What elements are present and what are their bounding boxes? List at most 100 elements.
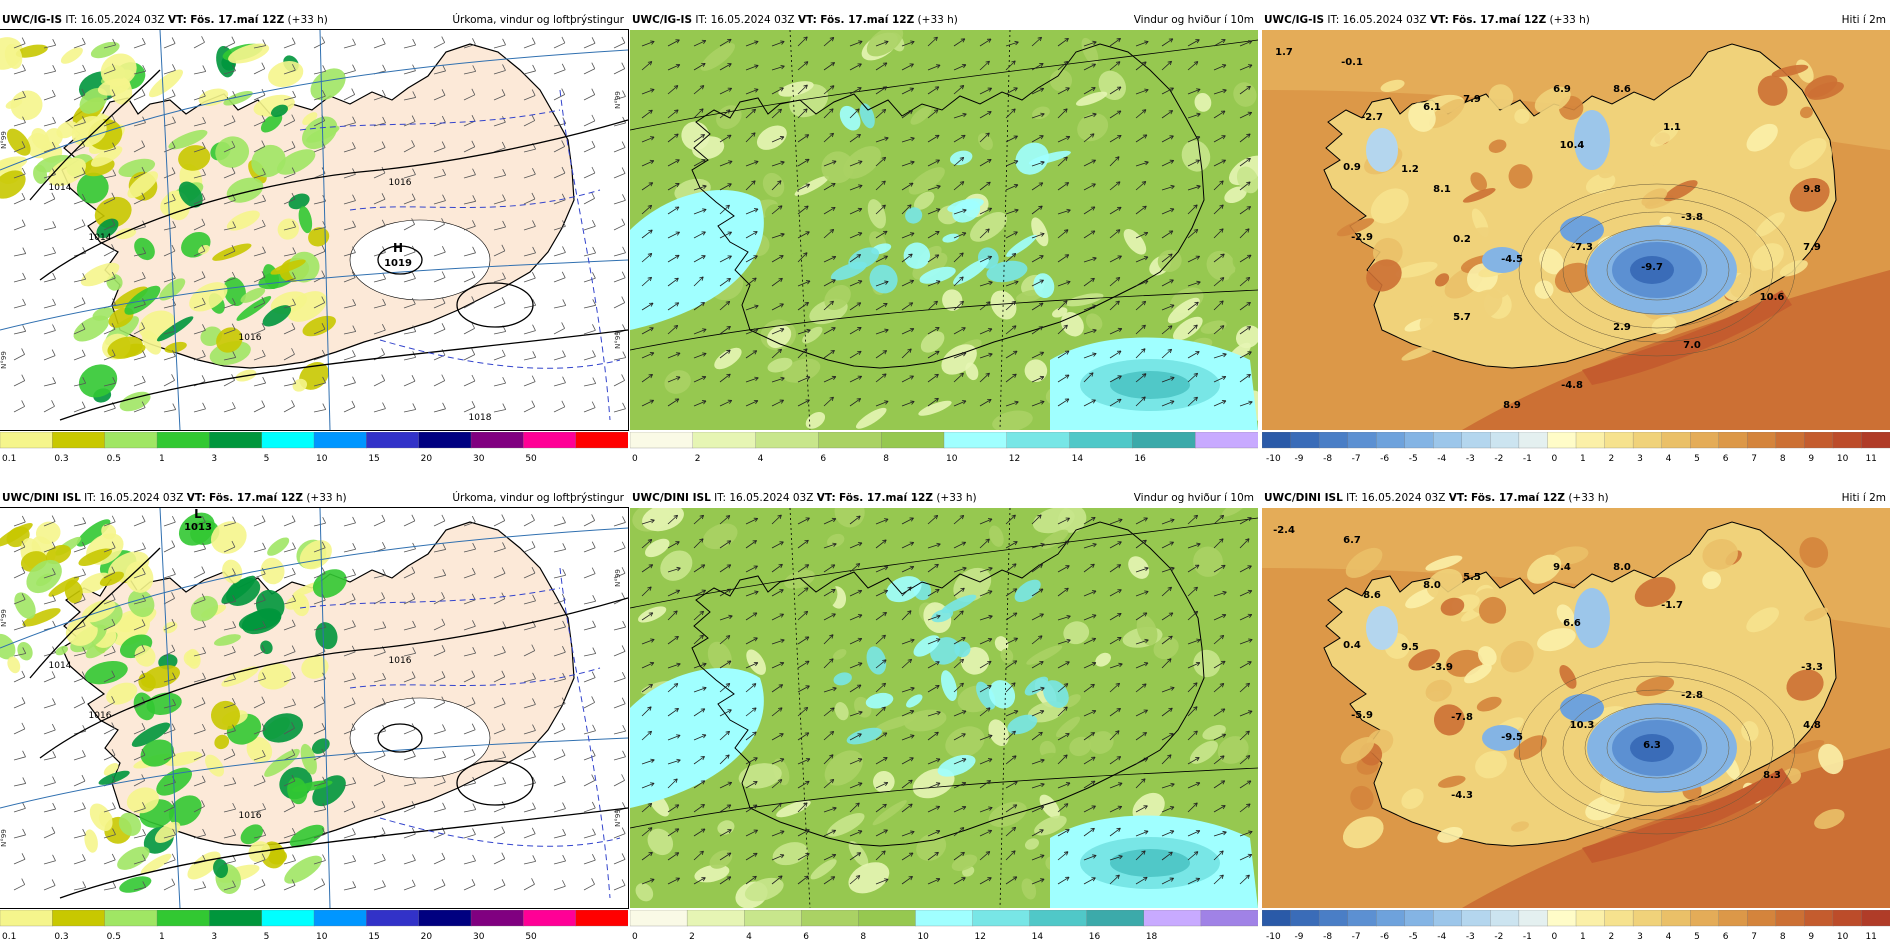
scale-tick-label: -5 xyxy=(1409,932,1418,942)
lat-lon-grid xyxy=(630,508,1258,908)
scale-tick-label: 50 xyxy=(525,932,537,942)
scale-tick-label: 0.5 xyxy=(107,454,121,464)
panel-title: Vindur og hviður í 10m xyxy=(1133,492,1254,504)
isobar-label: 1014 xyxy=(49,661,72,671)
panel-title: Úrkoma, vindur og loftþrýstingur xyxy=(452,14,624,26)
isotherms xyxy=(1518,661,1796,835)
temperature-value: 10.3 xyxy=(1570,720,1595,731)
scale-tick-label: 6 xyxy=(1723,932,1729,942)
panel-top-temp: UWC/IG-IS IT: 16.05.2024 03Z VT: Fös. 17… xyxy=(1262,10,1890,472)
panel-header: UWC/IG-IS IT: 16.05.2024 03Z VT: Fös. 17… xyxy=(632,10,1256,28)
scale-tick-label: 6 xyxy=(820,454,826,464)
scale-swatch xyxy=(418,432,472,449)
scale-tick-label: -1 xyxy=(1523,932,1532,942)
temperature-value: 0.2 xyxy=(1453,234,1471,245)
temperature-value: 9.8 xyxy=(1803,184,1821,195)
isobar-label: 1016 xyxy=(89,711,112,721)
scale-swatch xyxy=(692,432,757,449)
map-view[interactable] xyxy=(630,508,1258,908)
scale-swatch xyxy=(1547,432,1577,449)
scale-tick-label: 30 xyxy=(473,454,485,464)
scale-swatch xyxy=(470,432,524,449)
scale-swatch xyxy=(1661,432,1691,449)
scale-swatch xyxy=(313,910,367,927)
temperature-value: -1.7 xyxy=(1661,600,1683,611)
issue-time: 16.05.2024 03Z xyxy=(80,14,165,26)
map-svg: -2.4 6.7 8.6 8.0 5.5 9.4 8.0 -1.7 0.4 9.5 6.6 -3.9 -… xyxy=(1262,508,1890,908)
scale-tick-label: 11 xyxy=(1865,454,1876,464)
scale-swatch xyxy=(1318,910,1349,927)
temperature-value: 8.9 xyxy=(1503,400,1521,411)
scale-tick-label: -9 xyxy=(1295,932,1304,942)
scale-swatch xyxy=(1861,432,1890,449)
lat-lon-grid xyxy=(0,30,628,430)
scale-tick-label: -2 xyxy=(1494,932,1503,942)
scale-swatch xyxy=(1347,910,1377,927)
temperature-value: 8.6 xyxy=(1613,84,1631,95)
latitude-label: N°99 xyxy=(614,331,622,349)
scale-swatch xyxy=(523,910,577,927)
scale-swatch xyxy=(1518,432,1549,449)
scale-swatch xyxy=(1490,910,1520,927)
map-view[interactable]: 1014 1016 1016 1016 L 1013 N°99 N°99 N°99 N°99 xyxy=(0,507,629,909)
panel-title: Úrkoma, vindur og loftþrýstingur xyxy=(452,492,624,504)
scale-swatch xyxy=(1143,910,1202,927)
map-view[interactable]: 1.7 -0.1 -2.7 6.1 7.9 6.9 8.6 1.1 0.9 1.2 10.4 8.1 9… xyxy=(1262,30,1890,430)
panel-top-precip: UWC/IG-IS IT: 16.05.2024 03Z VT: Fös. 17… xyxy=(0,10,629,472)
scale-tick-label: 10 xyxy=(1837,932,1849,942)
map-svg xyxy=(630,30,1258,430)
lead-time: (+33 h) xyxy=(1568,492,1609,504)
scale-swatch xyxy=(0,432,53,449)
temperature-value: 7.0 xyxy=(1683,340,1701,351)
scale-swatch xyxy=(1086,910,1145,927)
scale-tick-label: 5 xyxy=(1694,454,1700,464)
scale-swatch xyxy=(630,910,688,927)
scale-swatch xyxy=(744,910,802,927)
lead-time: (+33 h) xyxy=(306,492,347,504)
vt-label: VT: xyxy=(1429,14,1449,26)
temperature-value: -9.7 xyxy=(1641,262,1663,273)
scale-swatch xyxy=(1775,910,1806,927)
scale-tick-label: 1 xyxy=(1580,932,1586,942)
scale-tick-label: -6 xyxy=(1380,454,1389,464)
scale-swatch xyxy=(52,432,106,449)
scale-swatch xyxy=(1069,432,1134,449)
scale-tick-label: 0.1 xyxy=(2,454,16,464)
scale-tick-label: 6 xyxy=(803,932,809,942)
map-view[interactable] xyxy=(630,30,1258,430)
valid-time: Fös. 17.maí 12Z xyxy=(209,492,303,504)
iceland-coastline xyxy=(691,43,1205,369)
temperature-value: 8.6 xyxy=(1363,590,1381,601)
valid-time: Fös. 17.maí 12Z xyxy=(1452,14,1547,26)
map-view[interactable]: 1014 1016 1014 1016 1018 H 1019 N°99 N°99 N°99 N°9… xyxy=(0,29,629,431)
scale-tick-label: 0 xyxy=(632,932,638,942)
model-name: UWC/IG-IS xyxy=(1264,14,1325,26)
iceland-coastline xyxy=(691,521,1205,847)
panel-bottom-precip: UWC/DINI ISL IT: 16.05.2024 03Z VT: Fös.… xyxy=(0,488,629,950)
scale-tick-label: -8 xyxy=(1323,932,1332,942)
scale-swatch xyxy=(1461,432,1492,449)
scale-swatch xyxy=(156,910,210,927)
latitude-label: N°99 xyxy=(0,609,8,627)
scale-tick-label: -2 xyxy=(1494,454,1503,464)
scale-tick-label: 2 xyxy=(695,454,701,464)
scale-tick-label: 11 xyxy=(1865,932,1876,942)
lead-time: (+33 h) xyxy=(936,492,977,504)
vt-label: VT: xyxy=(816,492,836,504)
scale-tick-label: 0 xyxy=(1551,454,1557,464)
scale-tick-label: 12 xyxy=(1009,454,1020,464)
scale-swatch xyxy=(1775,432,1806,449)
lat-lon-grid xyxy=(0,508,628,908)
scale-tick-label: 0.3 xyxy=(54,932,68,942)
scale-swatch xyxy=(156,432,210,449)
color-scale-svg: 0 2 4 6 8 10 12 14 16 18 xyxy=(630,910,1258,942)
map-svg: 1014 1016 1014 1016 1018 H 1019 N°99 N°99 N°99 N°9… xyxy=(0,30,628,430)
temperature-value: -2.8 xyxy=(1681,690,1703,701)
map-view[interactable]: -2.4 6.7 8.6 8.0 5.5 9.4 8.0 -1.7 0.4 9.5 6.6 -3.9 -… xyxy=(1262,508,1890,908)
temperature-value: 6.9 xyxy=(1553,84,1571,95)
scale-tick-label: 2 xyxy=(689,932,695,942)
temperature-value: 5.7 xyxy=(1453,312,1471,323)
lead-time: (+33 h) xyxy=(1549,14,1590,26)
temperature-value: -4.3 xyxy=(1451,790,1473,801)
map-svg xyxy=(630,508,1258,908)
